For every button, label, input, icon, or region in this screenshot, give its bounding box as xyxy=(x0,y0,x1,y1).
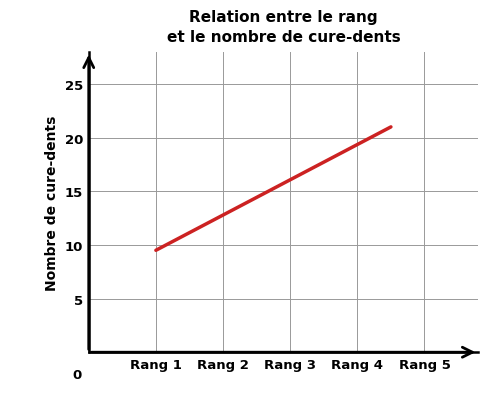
Title: Relation entre le rang
et le nombre de cure-dents: Relation entre le rang et le nombre de c… xyxy=(167,10,400,45)
Text: 0: 0 xyxy=(72,369,81,382)
Y-axis label: Nombre de cure-dents: Nombre de cure-dents xyxy=(45,115,59,290)
